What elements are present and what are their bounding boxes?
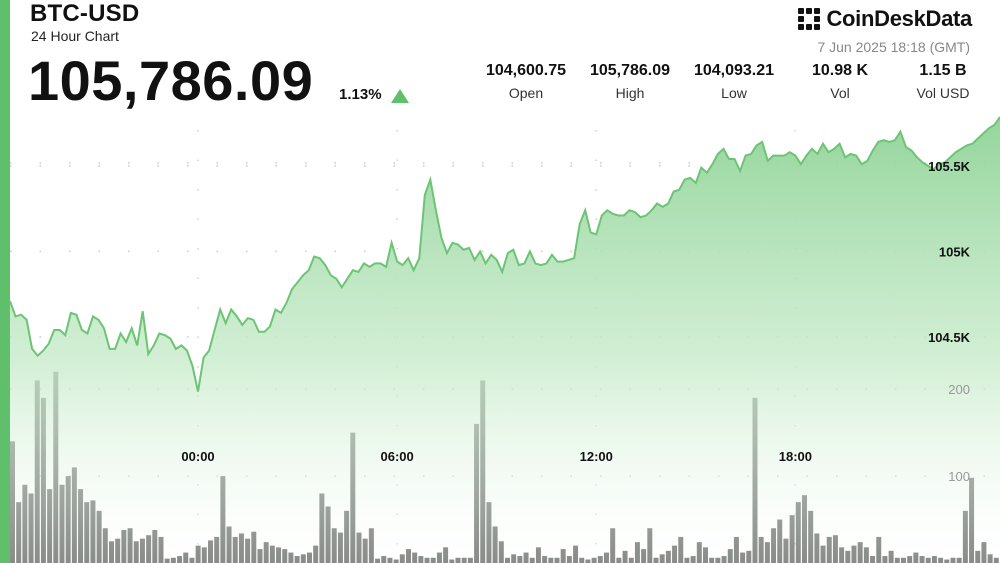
stat-low: 104,093.21 Low bbox=[688, 62, 780, 101]
chart-subtitle: 24 Hour Chart bbox=[31, 28, 119, 44]
time-tick-label: 18:00 bbox=[779, 449, 812, 464]
stat-label: High bbox=[615, 85, 645, 101]
triangle-up-icon bbox=[391, 89, 409, 103]
time-tick-label: 12:00 bbox=[580, 449, 613, 464]
current-price: 105,786.09 bbox=[28, 49, 314, 112]
accent-bar bbox=[0, 0, 10, 563]
stat-label: Low bbox=[721, 85, 747, 101]
stat-high: 105,786.09 High bbox=[584, 62, 676, 101]
coindesk-logo-icon bbox=[798, 8, 821, 30]
stat-value: 1.15 B bbox=[919, 62, 967, 79]
price-change: 1.13% bbox=[339, 86, 382, 103]
stat-value: 10.98 K bbox=[811, 62, 869, 79]
stat-open: 104,600.75 Open bbox=[480, 62, 572, 101]
price-line bbox=[9, 116, 1000, 392]
price-tick-label: 105.5K bbox=[928, 159, 971, 174]
stat-value: 104,600.75 bbox=[485, 62, 567, 79]
volume-tick-label: 100 bbox=[948, 469, 970, 484]
pair-title: BTC-USD bbox=[30, 0, 140, 27]
stat-label: Vol bbox=[830, 85, 850, 101]
stat-vol: 10.98 K Vol bbox=[800, 62, 880, 101]
stat-value: 105,786.09 bbox=[589, 62, 671, 79]
time-tick-label: 06:00 bbox=[381, 449, 414, 464]
price-tick-label: 105K bbox=[939, 244, 971, 259]
timestamp: 7 Jun 2025 18:18 (GMT) bbox=[817, 39, 970, 55]
axis-labels: 104.5K 105K 105.5K 100 200 00:00 06:00 12:00 18:… bbox=[181, 159, 970, 484]
time-tick-label: 00:00 bbox=[181, 449, 214, 464]
stat-label: Open bbox=[508, 85, 544, 101]
brand-logo: CoinDeskData bbox=[798, 6, 972, 32]
price-area bbox=[10, 117, 1000, 563]
volume-tick-label: 200 bbox=[948, 382, 970, 397]
price-tick-label: 104.5K bbox=[928, 330, 971, 345]
stat-value: 104,093.21 bbox=[693, 62, 775, 79]
stat-vol-usd: 1.15 B Vol USD bbox=[900, 62, 986, 101]
brand-name: CoinDeskData bbox=[826, 6, 972, 31]
stat-label: Vol USD bbox=[916, 85, 970, 101]
